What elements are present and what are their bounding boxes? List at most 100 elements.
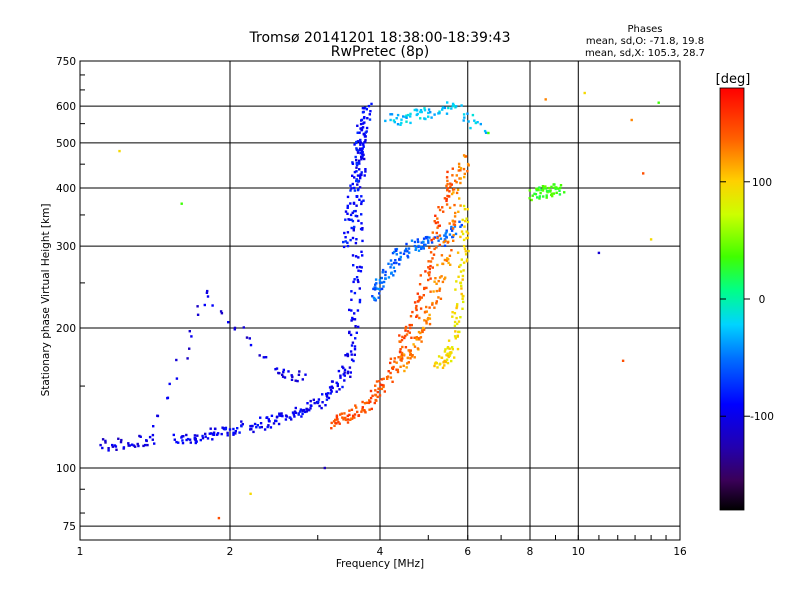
- trace-scatter-point: [368, 118, 372, 121]
- trace-scatter-point: [364, 411, 367, 414]
- trace-scatter-point: [355, 162, 358, 166]
- trace-scatter-point: [389, 113, 392, 116]
- trace-scatter-point: [440, 254, 444, 257]
- trace-scatter-point: [294, 411, 297, 415]
- trace-scatter-point: [392, 266, 396, 269]
- trace-scatter-point: [405, 114, 408, 117]
- trace-scatter-point: [462, 119, 465, 122]
- trace-scatter-point: [454, 337, 457, 340]
- trace-scatter-point: [299, 408, 303, 411]
- trace-scatter-point: [445, 230, 448, 234]
- trace-scatter-point: [301, 409, 304, 412]
- trace-point: [367, 401, 371, 405]
- trace-scatter-point: [360, 195, 363, 198]
- trace-scatter-point: [232, 431, 235, 434]
- trace-scatter-point: [445, 199, 448, 203]
- trace-scatter-point: [440, 275, 443, 278]
- trace-scatter-point: [375, 380, 379, 383]
- trace-scatter-point: [350, 417, 353, 420]
- trace-point: [427, 266, 430, 269]
- trace-scatter-point: [204, 432, 207, 436]
- trace-scatter-point: [275, 416, 279, 419]
- trace-scatter-point: [272, 422, 276, 425]
- trace-scatter-point: [354, 214, 357, 218]
- trace-scatter-point: [354, 337, 357, 340]
- trace-scatter-point: [329, 392, 332, 395]
- trace-scatter-point: [465, 230, 468, 233]
- trace-scatter-point: [419, 109, 423, 112]
- trace-scatter-point: [466, 170, 469, 173]
- trace-scatter-point: [365, 401, 369, 404]
- trace-scatter-point: [459, 204, 462, 207]
- trace-scatter-point: [458, 197, 461, 200]
- trace-scatter-point: [393, 357, 396, 360]
- x-axis-label: Frequency [MHz]: [336, 558, 424, 570]
- trace-scatter-point: [241, 423, 244, 426]
- trace-scatter-point: [416, 314, 419, 317]
- trace-scatter-point: [249, 343, 253, 347]
- trace-scatter-point: [438, 234, 442, 237]
- trace-scatter-point: [444, 232, 447, 235]
- trace-scatter-point: [421, 330, 424, 334]
- trace-scatter-point: [181, 439, 184, 442]
- trace-scatter-point: [455, 181, 458, 184]
- trace-scatter-point: [416, 292, 419, 295]
- trace-scatter-point: [461, 232, 465, 236]
- trace-scatter-point: [355, 170, 358, 173]
- trace-scatter-point: [362, 409, 366, 412]
- trace-scatter-point: [344, 210, 348, 213]
- trace-scatter-point: [321, 401, 324, 404]
- trace-scatter-point: [528, 197, 531, 200]
- y-tick-label: 100: [56, 463, 76, 475]
- trace-scatter-point: [371, 295, 374, 298]
- trace-scatter-point: [384, 119, 387, 123]
- trace-scatter-point: [309, 399, 312, 403]
- trace-scatter-point: [185, 433, 188, 437]
- trace-scatter-point: [280, 412, 283, 415]
- trace-scatter-point: [188, 438, 192, 441]
- trace-scatter-point: [346, 204, 349, 208]
- trace-point: [357, 219, 360, 222]
- trace-scatter-point: [390, 271, 393, 274]
- phase-stats-o: mean, sd,O: -71.8, 19.8: [586, 36, 704, 47]
- trace-scatter-point: [128, 444, 132, 447]
- isolated-point: [649, 238, 653, 241]
- grid-lines: [80, 61, 680, 540]
- trace-scatter-point: [417, 330, 421, 334]
- trace-scatter-point: [377, 387, 380, 390]
- trace-scatter-point: [361, 111, 365, 114]
- trace-scatter-point: [364, 131, 367, 134]
- trace-scatter-point: [547, 186, 551, 190]
- trace-scatter-point: [341, 385, 344, 389]
- trace-point: [173, 438, 176, 441]
- trace-scatter-point: [351, 236, 355, 240]
- trace-scatter-point: [394, 259, 397, 262]
- trace-scatter-point: [438, 289, 441, 292]
- trace-scatter-point: [353, 170, 357, 174]
- trace-scatter-point: [435, 302, 438, 305]
- trace-scatter-point: [452, 104, 455, 107]
- trace-scatter-point: [419, 307, 423, 310]
- trace-scatter-point: [352, 202, 356, 205]
- trace-scatter-point: [427, 115, 430, 118]
- trace-scatter-point: [425, 305, 428, 309]
- trace-scatter-point: [374, 384, 377, 387]
- trace-scatter-point: [360, 171, 363, 174]
- trace-scatter-point: [436, 263, 439, 267]
- trace-scatter-point: [410, 239, 414, 242]
- trace-scatter-point: [362, 145, 365, 148]
- trace-scatter-point: [450, 359, 453, 363]
- trace-scatter-point: [463, 172, 466, 176]
- trace-scatter-point: [226, 431, 229, 435]
- trace-scatter-point: [399, 255, 402, 259]
- trace-scatter-point: [351, 316, 354, 320]
- trace-scatter-point: [263, 428, 267, 431]
- trace-point: [99, 443, 102, 447]
- trace-scatter-point: [245, 336, 249, 339]
- trace-point: [330, 390, 333, 393]
- trace-scatter-point: [395, 261, 398, 265]
- trace-scatter-point: [425, 237, 428, 240]
- trace-scatter-point: [456, 251, 460, 254]
- trace-point: [427, 316, 430, 320]
- trace-scatter-point: [457, 275, 460, 278]
